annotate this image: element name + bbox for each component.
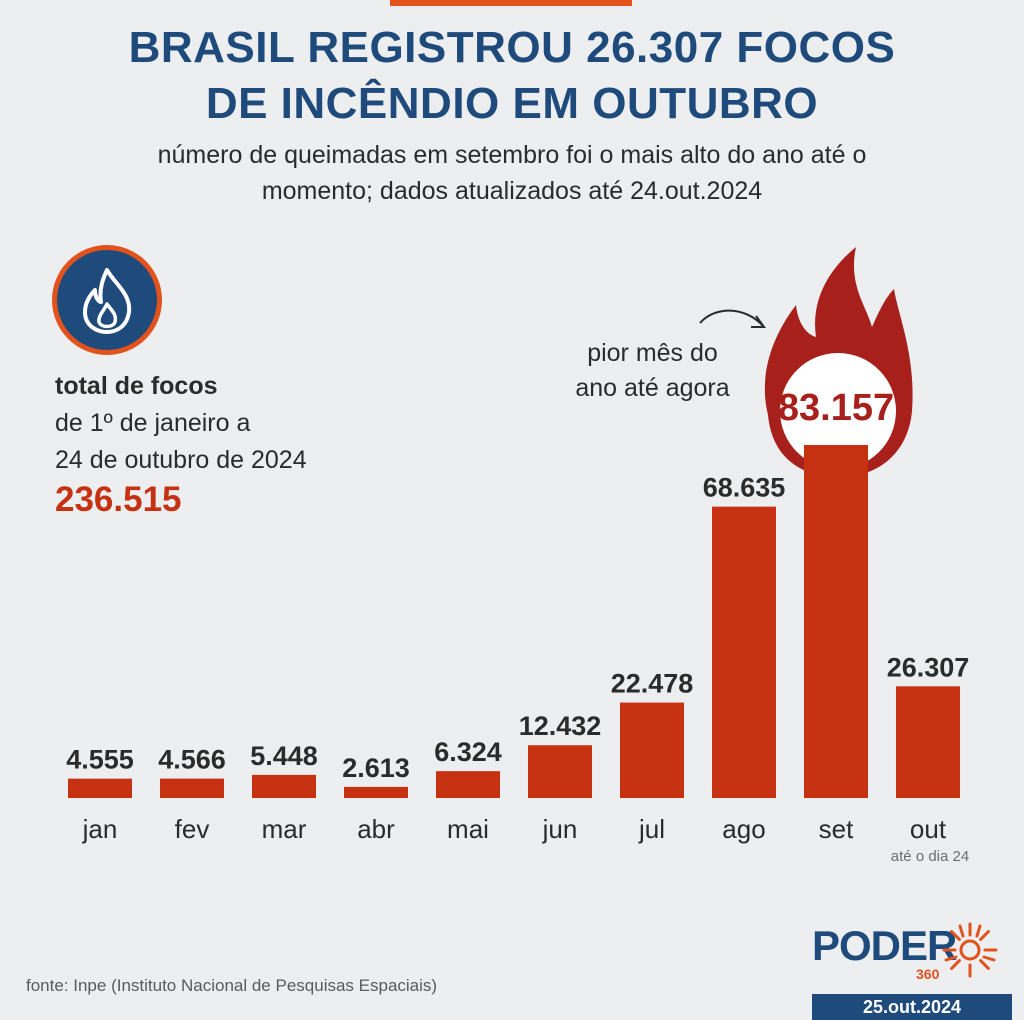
total-period-line-2: 24 de outubro de 2024 (55, 446, 307, 474)
category-label-jan: jan (82, 814, 118, 844)
category-label-out: out (910, 814, 947, 844)
value-label-set: 83.157 (778, 387, 894, 429)
bar-jun (528, 745, 592, 798)
bar-out (896, 686, 960, 798)
page-subtitle: número de queimadas em setembro foi o ma… (40, 137, 984, 209)
value-label-jul: 22.478 (611, 669, 694, 699)
category-label-ago: ago (722, 814, 765, 844)
october-note: até o dia 24 (890, 848, 970, 865)
bar-mai (436, 771, 500, 798)
flame-highlight-icon (764, 247, 913, 477)
source-note: fonte: Inpe (Instituto Nacional de Pesqu… (26, 976, 438, 995)
total-label: total de focos (55, 372, 218, 400)
subtitle-line-1: número de queimadas em setembro foi o ma… (157, 141, 867, 169)
bar-fev (160, 778, 224, 798)
category-label-mar: mar (262, 814, 307, 844)
category-label-fev: fev (175, 814, 210, 844)
annotation-arrow (699, 309, 766, 328)
publication-date: 25.out.2024 (812, 994, 1012, 1020)
page-title: BRASIL REGISTROU 26.307 FOCOS DE INCÊNDI… (0, 20, 1024, 132)
value-label-abr: 2.613 (342, 753, 410, 783)
bar-ago (712, 506, 776, 798)
category-label-abr: abr (357, 814, 395, 844)
bar-abr (344, 786, 408, 798)
title-line-2: DE INCÊNDIO EM OUTUBRO (205, 79, 819, 128)
value-label-mai: 6.324 (434, 737, 502, 767)
total-block: total de focos de 1º de janeiro a 24 de … (55, 368, 307, 518)
category-label-jun: jun (542, 814, 578, 844)
value-label-mar: 5.448 (250, 741, 318, 771)
logo-word: PODER (812, 922, 957, 969)
category-labels: jan fev mar abr mai jun jul ago set out (82, 814, 947, 844)
total-period-line-1: de 1º de janeiro a (55, 409, 251, 437)
value-label-ago: 68.635 (703, 473, 786, 503)
value-label-jan: 4.555 (66, 745, 134, 775)
subtitle-line-2: momento; dados atualizados até 24.out.20… (261, 177, 763, 205)
bars (68, 445, 960, 798)
sun-icon (942, 922, 998, 978)
total-value: 236.515 (55, 480, 182, 519)
bar-mar (252, 774, 316, 798)
logo-number: 360 (916, 966, 940, 982)
value-label-jun: 12.432 (519, 711, 602, 741)
category-label-jul: jul (638, 814, 665, 844)
top-accent-bar (390, 0, 632, 6)
category-label-set: set (819, 814, 854, 844)
poder360-logo: PODER 360 (812, 920, 1002, 990)
value-labels: 4.555 4.566 5.448 2.613 6.324 12.432 22.478 68.… (66, 387, 969, 783)
flame-icon (52, 245, 162, 355)
category-label-mai: mai (447, 814, 489, 844)
value-label-fev: 4.566 (158, 745, 226, 775)
flame-inner-circle (780, 353, 896, 469)
annotation-line-1: pior mês do (587, 339, 718, 367)
bar-jan (68, 778, 132, 798)
worst-month-annotation: pior mês do ano até agora (545, 336, 760, 406)
bar-set (804, 445, 868, 798)
title-line-1: BRASIL REGISTROU 26.307 FOCOS (128, 23, 896, 72)
annotation-line-2: ano até agora (575, 374, 730, 402)
value-label-out: 26.307 (887, 652, 970, 682)
bar-jul (620, 702, 684, 798)
